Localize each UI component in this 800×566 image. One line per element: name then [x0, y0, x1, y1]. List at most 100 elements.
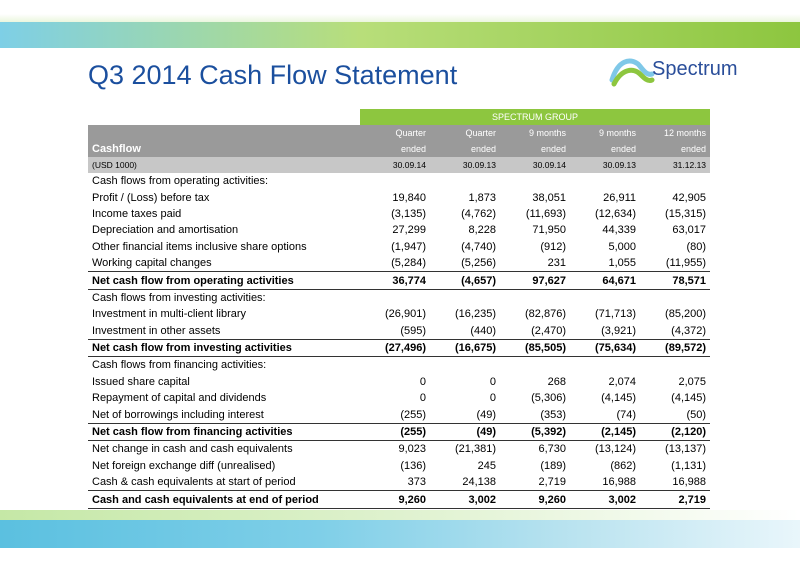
col-header-date: 30.09.14 — [360, 157, 430, 173]
row-value: (255) — [360, 422, 430, 442]
row-value: 78,571 — [640, 271, 711, 290]
row-label: Net cash flow from financing activities — [88, 422, 360, 442]
row-value — [430, 173, 500, 189]
row-value: (862) — [610, 459, 636, 472]
row-value: (16,235) — [455, 308, 496, 321]
col-header-line2: ended — [500, 141, 570, 157]
row-value: (21,381) — [430, 440, 500, 458]
header-row-2: Cashflow ended ended ended ended ended — [88, 141, 711, 157]
row-value: 1,055 — [608, 257, 636, 270]
row-value: (136) — [400, 459, 426, 472]
row-value: (3,921) — [601, 324, 636, 337]
row-value: 6,730 — [500, 440, 570, 458]
row-label: Net cash flow from operating activities — [88, 271, 360, 290]
top-band-fade — [0, 14, 800, 22]
row-value: 71,950 — [532, 224, 566, 237]
row-label: Net foreign exchange diff (unrealised) — [92, 459, 276, 472]
row-label: Net of borrowings including interest — [92, 408, 264, 421]
row-value — [430, 289, 500, 306]
row-value — [640, 173, 710, 189]
row-value: 64,671 — [570, 271, 640, 290]
col-header-date: 30.09.14 — [500, 157, 570, 173]
row-value: (50) — [686, 408, 707, 421]
table-row: Working capital changes (5,284) (5,256) 231… — [88, 255, 710, 272]
table-row: Net of borrowings including interest (255… — [88, 406, 710, 423]
row-value: 2,719 — [538, 476, 566, 489]
row-value: (4,740) — [461, 240, 496, 253]
row-value: (74) — [616, 408, 636, 421]
row-label: Investment in multi-client library — [92, 308, 247, 321]
row-value: (1,131) — [671, 459, 707, 472]
row-value: (5,392) — [500, 422, 570, 442]
table-row: Repayment of capital and dividends 0 0 (5,3… — [88, 390, 710, 406]
table-row: Issued share capital 0 0 268 2,074 2,075 — [88, 374, 710, 390]
row-value: 9,023 — [360, 440, 430, 458]
spectrum-wave-logo-icon — [609, 58, 655, 87]
row-value: 0 — [419, 392, 426, 405]
col-header-date: 31.12.13 — [640, 157, 711, 173]
col-header-date: 30.09.13 — [570, 157, 640, 173]
table-row: Profit / (Loss) before tax 19,840 1,873 38,… — [88, 189, 710, 205]
table-row: Income taxes paid (3,135) (4,762) (11,693) (… — [88, 206, 710, 222]
col-header-line1: Quarter — [360, 125, 430, 141]
col-header-line2: ended — [570, 141, 640, 157]
group-header-spacer — [88, 109, 360, 125]
row-value — [500, 173, 570, 189]
row-value: (4,657) — [430, 271, 500, 290]
row-value — [640, 357, 710, 374]
row-value: 36,774 — [360, 271, 430, 290]
row-value — [360, 173, 430, 189]
row-label: Other financial items inclusive share op… — [92, 240, 307, 253]
row-label: Net change in cash and cash equivalents — [88, 440, 360, 458]
row-label: Cash flows from investing activities: — [92, 291, 266, 304]
table-row: Investment in multi-client library (26,90… — [88, 306, 710, 322]
header-row-1: Quarter Quarter 9 months 9 months 12 mon… — [88, 125, 711, 141]
row-value: (255) — [400, 408, 426, 421]
row-value: (4,145) — [671, 392, 707, 405]
row-value — [500, 357, 570, 374]
row-value: 231 — [547, 257, 566, 270]
row-value: (75,634) — [570, 338, 640, 358]
row-value: (27,496) — [360, 338, 430, 358]
col-header-line2: ended — [430, 141, 500, 157]
row-value: (4,145) — [601, 392, 636, 405]
header-label-unit: (USD 1000) — [88, 157, 360, 173]
bottom-decorative-band — [0, 520, 800, 548]
table-row: Investment in other assets (595) (440) (2,4… — [88, 323, 710, 340]
row-value — [570, 173, 640, 189]
table-row: Cash flows from investing activities: — [88, 289, 710, 306]
header-spacer — [88, 125, 360, 141]
row-value: 2,075 — [678, 375, 707, 388]
row-value — [570, 357, 640, 374]
group-header-row: SPECTRUM GROUP — [88, 109, 711, 125]
row-value: (49) — [430, 422, 500, 442]
row-label: Issued share capital — [92, 375, 190, 388]
row-value: (13,137) — [640, 440, 711, 458]
row-value: 8,228 — [468, 224, 496, 237]
row-label: Working capital changes — [92, 257, 212, 270]
row-value: (595) — [400, 324, 426, 337]
col-header-date: 30.09.13 — [430, 157, 500, 173]
logo-text: Spectrum — [652, 58, 738, 80]
col-header-line2: ended — [360, 141, 430, 157]
row-value: 3,002 — [570, 490, 640, 509]
row-value: (189) — [540, 459, 566, 472]
row-value — [500, 289, 570, 306]
table-row: Net cash flow from operating activities 3… — [88, 271, 711, 290]
table-row: Other financial items inclusive share op… — [88, 239, 710, 255]
page-title: Q3 2014 Cash Flow Statement — [88, 60, 458, 90]
row-value: (5,284) — [391, 257, 426, 270]
row-value: (80) — [686, 240, 707, 253]
row-value: 268 — [547, 375, 566, 388]
row-value: 245 — [477, 459, 496, 472]
row-value: (71,713) — [595, 308, 636, 321]
row-value: (85,200) — [665, 308, 707, 321]
row-value: (5,306) — [531, 392, 566, 405]
row-value: 9,260 — [360, 490, 430, 509]
row-value: 3,002 — [430, 490, 500, 509]
row-value: 373 — [407, 476, 426, 489]
row-value: 5,000 — [608, 240, 636, 253]
col-header-line1: 12 months — [640, 125, 711, 141]
row-value: (11,955) — [665, 257, 707, 270]
row-value: (4,762) — [461, 207, 496, 220]
